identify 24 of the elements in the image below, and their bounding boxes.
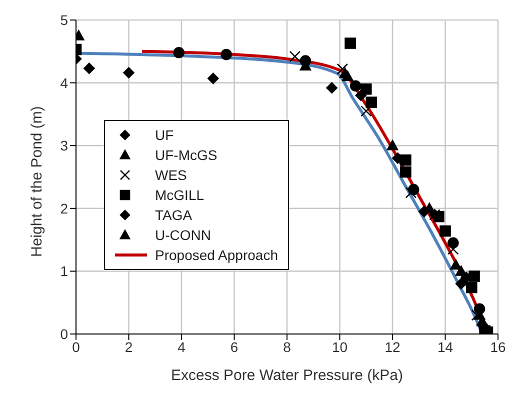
x-tick-label: 4 [178,338,186,355]
legend-label: TAGA [155,207,192,223]
legend-label: U-CONN [155,227,211,243]
y-tick-label: 1 [60,263,68,280]
y-tick-label: 0 [60,326,68,342]
y-tick-label: 4 [60,74,68,91]
x-tick-label: 14 [437,338,454,355]
x-tick-label: 0 [72,338,80,355]
legend-label: McGILL [155,187,204,203]
x-axis-title: Excess Pore Water Pressure (kPa) [170,367,404,384]
legend-label: WES [155,167,187,183]
x-tick-label: 2 [124,338,133,355]
legend-label: Proposed Approach [155,247,278,263]
x-tick-label: 8 [283,338,292,355]
legend-label: UF [155,127,174,143]
legend-label: UF-McGS [155,147,218,163]
y-tick-label: 2 [60,200,68,216]
y-axis-title: Height of the Pond (m) [28,106,46,257]
y-tick-label: 5 [60,12,68,28]
x-tick-label: 6 [230,338,238,355]
x-tick-label: 12 [384,338,400,355]
y-tick-label: 3 [60,138,68,154]
x-tick-label: 16 [490,338,506,355]
x-tick-label: 10 [332,338,348,355]
